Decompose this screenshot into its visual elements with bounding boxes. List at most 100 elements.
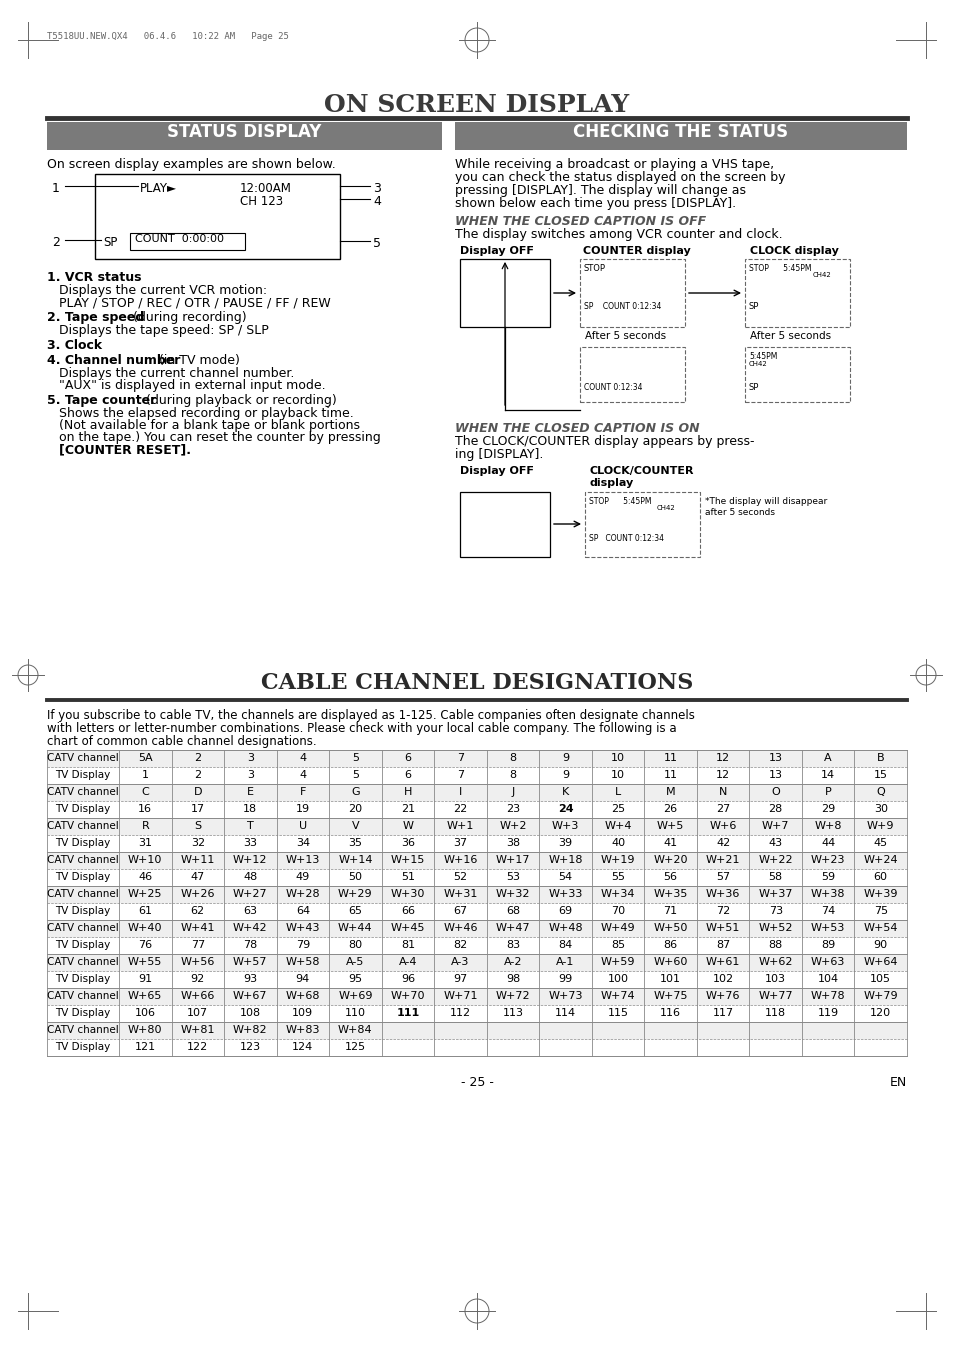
Text: After 5 seconds: After 5 seconds — [584, 331, 665, 340]
Text: B: B — [876, 753, 883, 763]
Text: G: G — [351, 788, 359, 797]
Text: 74: 74 — [821, 907, 835, 916]
Text: W+83: W+83 — [285, 1025, 320, 1035]
Text: W: W — [402, 821, 413, 831]
Text: U: U — [298, 821, 307, 831]
Text: 27: 27 — [716, 804, 729, 815]
Text: W+50: W+50 — [653, 923, 687, 934]
Text: 39: 39 — [558, 838, 572, 848]
Bar — [455, 122, 906, 150]
Text: Displays the current channel number.: Displays the current channel number. — [59, 367, 294, 380]
Text: W+5: W+5 — [657, 821, 683, 831]
Text: 105: 105 — [869, 974, 890, 984]
Text: J: J — [511, 788, 514, 797]
Text: O: O — [770, 788, 780, 797]
Text: W+73: W+73 — [548, 992, 582, 1001]
Text: 34: 34 — [295, 838, 310, 848]
Text: W+18: W+18 — [548, 855, 582, 865]
Text: 101: 101 — [659, 974, 680, 984]
Text: F: F — [299, 788, 306, 797]
Bar — [47, 784, 906, 801]
Text: 7: 7 — [456, 753, 463, 763]
Text: 6: 6 — [404, 753, 411, 763]
Text: 30: 30 — [873, 804, 887, 815]
Text: W+6: W+6 — [709, 821, 736, 831]
Text: W+22: W+22 — [758, 855, 792, 865]
Text: 116: 116 — [659, 1008, 680, 1019]
Text: Display OFF: Display OFF — [459, 246, 534, 255]
Text: TV Display: TV Display — [55, 871, 111, 882]
Bar — [47, 750, 906, 767]
Text: ON SCREEN DISPLAY: ON SCREEN DISPLAY — [324, 93, 629, 118]
Text: W+71: W+71 — [443, 992, 477, 1001]
Text: W+21: W+21 — [705, 855, 740, 865]
Bar — [47, 817, 906, 835]
Text: 28: 28 — [768, 804, 782, 815]
Text: W+17: W+17 — [496, 855, 530, 865]
Text: 65: 65 — [348, 907, 362, 916]
Text: W+9: W+9 — [866, 821, 894, 831]
Text: 42: 42 — [716, 838, 729, 848]
Text: W+56: W+56 — [180, 957, 214, 967]
Text: display: display — [589, 478, 634, 488]
Text: 3: 3 — [247, 770, 253, 780]
Text: 73: 73 — [768, 907, 781, 916]
Text: 13: 13 — [768, 770, 781, 780]
Text: W+57: W+57 — [233, 957, 267, 967]
Text: W+31: W+31 — [443, 889, 477, 898]
Text: W+75: W+75 — [653, 992, 687, 1001]
Text: (Not available for a blank tape or blank portions: (Not available for a blank tape or blank… — [59, 419, 359, 432]
Text: 102: 102 — [712, 974, 733, 984]
Text: SP   COUNT 0:12:34: SP COUNT 0:12:34 — [588, 534, 663, 543]
Text: 26: 26 — [663, 804, 677, 815]
Bar — [579, 259, 684, 327]
Text: 38: 38 — [505, 838, 519, 848]
Text: EN: EN — [889, 1075, 906, 1089]
Text: W+64: W+64 — [862, 957, 897, 967]
Text: 66: 66 — [400, 907, 415, 916]
Text: CH 123: CH 123 — [240, 195, 283, 208]
Text: 9: 9 — [561, 753, 569, 763]
Text: 3: 3 — [247, 753, 253, 763]
Text: W+25: W+25 — [128, 889, 162, 898]
Text: with letters or letter-number combinations. Please check with your local cable c: with letters or letter-number combinatio… — [47, 721, 676, 735]
Text: 55: 55 — [611, 871, 624, 882]
Text: W+77: W+77 — [758, 992, 792, 1001]
Text: 4: 4 — [299, 753, 306, 763]
Text: E: E — [247, 788, 253, 797]
Text: 45: 45 — [873, 838, 887, 848]
Bar — [744, 347, 849, 403]
Text: 13: 13 — [768, 753, 781, 763]
Text: W+34: W+34 — [600, 889, 635, 898]
Text: 114: 114 — [555, 1008, 576, 1019]
Text: W+2: W+2 — [498, 821, 526, 831]
Text: W+46: W+46 — [443, 923, 477, 934]
Text: "AUX" is displayed in external input mode.: "AUX" is displayed in external input mod… — [59, 380, 325, 392]
Bar — [47, 122, 441, 150]
Text: 1: 1 — [52, 182, 60, 195]
Text: 98: 98 — [505, 974, 519, 984]
Text: T5518UU.NEW.QX4   06.4.6   10:22 AM   Page 25: T5518UU.NEW.QX4 06.4.6 10:22 AM Page 25 — [47, 32, 289, 41]
Text: TV Display: TV Display — [55, 1042, 111, 1052]
Text: 119: 119 — [817, 1008, 838, 1019]
Text: W+76: W+76 — [705, 992, 740, 1001]
Text: W+44: W+44 — [337, 923, 373, 934]
Text: W+80: W+80 — [128, 1025, 162, 1035]
Text: on the tape.) You can reset the counter by pressing: on the tape.) You can reset the counter … — [59, 431, 380, 444]
Text: W+26: W+26 — [180, 889, 214, 898]
Text: 43: 43 — [768, 838, 781, 848]
Text: W+70: W+70 — [391, 992, 425, 1001]
Text: ing [DISPLAY].: ing [DISPLAY]. — [455, 449, 543, 461]
Text: CHECKING THE STATUS: CHECKING THE STATUS — [573, 123, 788, 141]
Text: 9: 9 — [561, 770, 569, 780]
Text: 44: 44 — [821, 838, 835, 848]
Text: 20: 20 — [348, 804, 362, 815]
Text: 93: 93 — [243, 974, 257, 984]
Text: CH42: CH42 — [657, 505, 675, 511]
Text: W+82: W+82 — [233, 1025, 268, 1035]
Text: 17: 17 — [191, 804, 205, 815]
Text: 51: 51 — [400, 871, 415, 882]
Text: 125: 125 — [344, 1042, 366, 1052]
Text: A-1: A-1 — [556, 957, 574, 967]
Text: 3: 3 — [373, 182, 380, 195]
